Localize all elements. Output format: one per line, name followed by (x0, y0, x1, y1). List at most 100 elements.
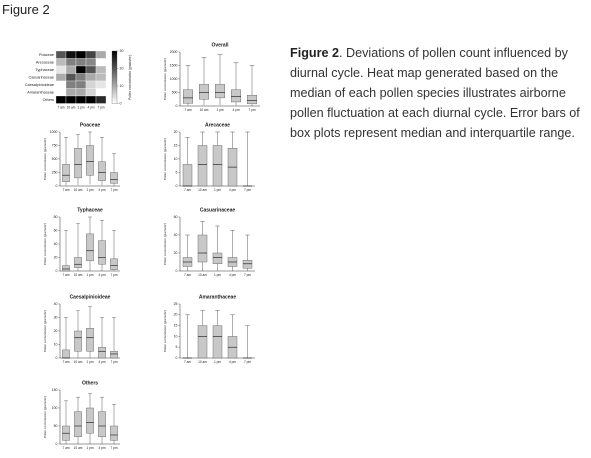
x-tick-label: 10 am (74, 273, 83, 277)
y-tick-label: 500 (172, 90, 178, 94)
heat-cell (85, 50, 97, 59)
y-tick-label: 20 (174, 313, 178, 317)
box (62, 349, 70, 359)
box (98, 411, 106, 438)
y-axis-label: Pollen concentration (grains/m³) (43, 138, 47, 181)
x-tick-label: 10 am (200, 108, 209, 112)
box (74, 330, 82, 352)
x-tick-label: 7 am (184, 188, 191, 192)
colorbar-tick-label: 30 (120, 49, 124, 53)
box (86, 328, 94, 352)
x-tick-label: 7 am (62, 273, 69, 277)
heat-cell (65, 73, 77, 82)
heat-cell (55, 50, 67, 59)
box (62, 164, 70, 182)
x-tick-label: 1 pm (86, 360, 93, 364)
heat-cell (95, 95, 107, 104)
x-tick-label: 7 am (62, 446, 69, 450)
box (110, 172, 118, 184)
x-tick-label: 7 am (62, 360, 69, 364)
y-tick-label: 40 (54, 302, 58, 306)
x-tick-label: 4 pm (98, 446, 105, 450)
x-tick-label: 7 pm (110, 188, 117, 192)
heat-cell (85, 58, 97, 67)
box (98, 161, 106, 181)
y-tick-label: 500 (52, 157, 58, 161)
x-tick-label: 7 pm (244, 188, 251, 192)
heat-cell (75, 65, 87, 74)
caption-text: . Deviations of pollen count influenced … (290, 46, 580, 140)
x-tick-label: 10 am (198, 360, 207, 364)
y-tick-label: 0 (56, 184, 58, 188)
y-tick-label: 150 (52, 388, 58, 392)
y-tick-label: 80 (54, 215, 58, 219)
heat-cell (55, 80, 67, 89)
box (212, 325, 223, 359)
y-tick-label: 60 (54, 228, 58, 232)
y-tick-label: 1000 (50, 130, 58, 134)
x-tick-label: 10 am (198, 188, 207, 192)
y-axis-label: Pollen concentration (grains/m³) (163, 138, 167, 181)
heat-cell (75, 80, 87, 89)
x-tick-label: 4 pm (98, 360, 105, 364)
chart-title: Arecaceae (205, 122, 230, 128)
figure: Poaceae Arecaceae Typhaceae Casuarinaceae Ca… (25, 42, 260, 450)
y-axis-label: Pollen concentration (grains/m³) (163, 58, 167, 101)
row-label: Caesalpinioideae (25, 83, 54, 87)
row-label: Others (43, 98, 54, 102)
heat-cell (95, 50, 107, 59)
heat-cell (95, 88, 107, 97)
caption-label: Figure 2 (290, 46, 339, 60)
box (110, 351, 118, 359)
x-tick-label: 4 pm (98, 188, 105, 192)
y-tick-label: 750 (52, 143, 58, 147)
box (110, 258, 118, 270)
x-tick-label: 1 pm (214, 273, 221, 277)
heat-cell (75, 58, 87, 67)
x-tick-label: 7 pm (244, 360, 251, 364)
y-axis-label: Pollen concentration (grains/m³) (43, 310, 47, 353)
x-tick-label: 1 pm (86, 273, 93, 277)
x-tick-label: 1 pm (86, 446, 93, 450)
box (74, 411, 82, 438)
y-tick-label: 5 (176, 345, 178, 349)
y-tick-label: 15 (174, 143, 178, 147)
heat-cell (75, 50, 87, 59)
heat-cell (85, 73, 97, 82)
y-tick-label: 10 (174, 334, 178, 338)
y-tick-label: 10 (174, 157, 178, 161)
heat-cell (75, 88, 87, 97)
heat-cell (65, 50, 77, 59)
y-tick-label: 250 (52, 170, 58, 174)
x-tick-label: 7 am (184, 273, 191, 277)
colorbar-label: Pollen concentration (grains/m³) (128, 55, 132, 100)
box (197, 234, 208, 263)
heat-cell (55, 65, 67, 74)
x-tick-label: 7 am (62, 188, 69, 192)
box (182, 164, 193, 187)
y-axis-label: Pollen concentration (grains/m³) (43, 396, 47, 439)
column-label: 10 am (67, 105, 76, 109)
column-label: 7 pm (97, 105, 104, 109)
x-tick-label: 4 pm (232, 108, 239, 112)
colorbar-tick-label: 20 (120, 66, 124, 70)
box (86, 145, 94, 176)
box (246, 94, 257, 105)
y-tick-label: 0 (176, 269, 178, 273)
heat-cell (65, 80, 77, 89)
colorbar (111, 50, 118, 104)
y-tick-label: 5 (176, 170, 178, 174)
heat-cell (75, 95, 87, 104)
y-tick-label: 1500 (170, 63, 178, 67)
heat-cell (85, 88, 97, 97)
x-tick-label: 7 pm (110, 446, 117, 450)
y-axis-label: Pollen concentration (grains/m³) (163, 310, 167, 353)
box (214, 84, 225, 99)
x-tick-label: 10 am (74, 188, 83, 192)
y-tick-label: 100 (52, 406, 58, 410)
x-tick-label: 7 pm (110, 360, 117, 364)
heat-cell (55, 95, 67, 104)
y-tick-label: 50 (54, 424, 58, 428)
box (98, 240, 106, 265)
